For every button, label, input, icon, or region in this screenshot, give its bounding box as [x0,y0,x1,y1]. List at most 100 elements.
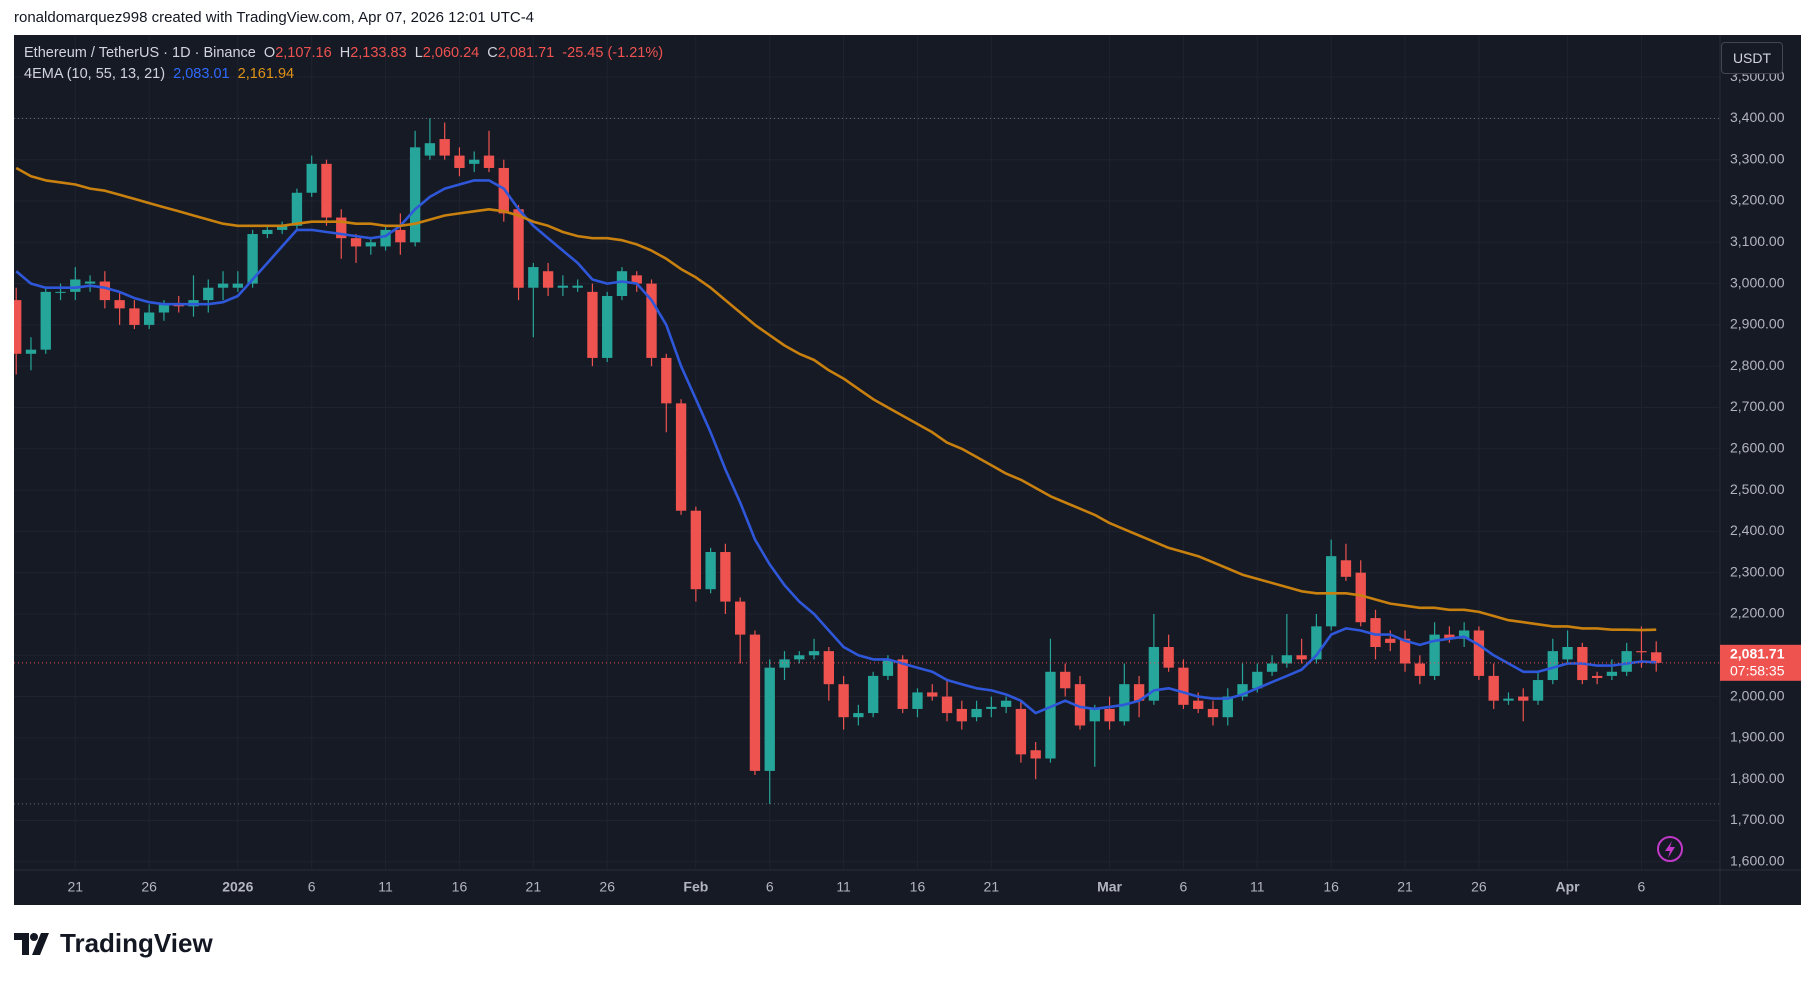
y-tick-label: 3,400.00 [1730,109,1785,125]
candle-body [424,143,436,156]
candle-body [853,713,864,718]
candle-body [1473,630,1485,676]
y-tick-label: 2,600.00 [1730,439,1785,455]
ema-fast-value: 2,083.01 [173,66,230,82]
candle-body [882,659,894,676]
x-tick-label: 26 [599,879,615,895]
candle-body [1532,680,1544,701]
candle-body [912,692,923,709]
candle-body [1104,708,1115,722]
open: 2,107.16 [275,45,332,61]
x-tick-label: 11 [836,879,851,895]
y-tick-label: 3,000.00 [1730,274,1785,290]
candle-body [469,159,480,164]
candle-body [1074,684,1086,726]
y-tick-label: 2,500.00 [1730,481,1785,497]
y-tick-label: 2,000.00 [1730,687,1785,703]
candle-body [838,684,849,718]
candle-body [129,308,140,325]
candle-body [735,601,746,635]
high: 2,133.83 [350,45,407,61]
legend: Ethereum / TetherUS · 1D · Binance O2,10… [24,43,663,85]
candle-body [646,283,657,358]
x-tick-label: 6 [766,879,774,895]
o-label: O [263,45,276,61]
candle-body [1370,618,1381,648]
candle-body [158,304,170,313]
y-tick-label: 1,800.00 [1730,770,1785,786]
h-label: H [339,45,351,61]
x-tick-label: 26 [141,879,157,895]
candle-body [99,281,111,301]
logo-text: TradingView [60,928,213,958]
candle-body [350,238,362,247]
chart: 1,600.00 1,700.00 1,800.00 1,900.00 2,000.00… [14,35,1801,905]
candle-body [749,634,761,771]
alert-icon [1657,836,1683,862]
candle-body [1651,652,1662,663]
candle-body [380,229,391,247]
candle-body [1060,671,1071,689]
c-label: C [487,45,498,61]
close: 2,081.71 [497,45,555,61]
symbol: Ethereum / TetherUS · 1D · Binance [24,45,256,61]
x-tick-label: 21 [68,879,84,895]
currency-button[interactable]: USDT [1721,42,1783,74]
change: -25.45 (-1.21%) [562,45,664,61]
x-tick-label: Mar [1097,879,1122,895]
candle-body [867,675,879,714]
candle-body [513,209,524,288]
y-tick-label: 1,700.00 [1730,811,1785,827]
candle-body [528,267,539,288]
x-tick-label: 6 [1638,879,1646,895]
candle-body [705,552,716,590]
x-tick-label: 11 [378,879,393,895]
countdown: 07:58:35 [1730,663,1785,679]
candle-body [55,291,66,293]
candle-body [602,295,613,358]
candle-body [572,285,583,288]
candle-body [1340,560,1352,577]
candle-body [1444,634,1455,639]
candle-body [1458,630,1470,639]
candle-body [1547,651,1558,681]
y-tick-label: 2,700.00 [1730,398,1785,414]
x-tick-label: 26 [1471,879,1487,895]
ema-line [15,166,1657,632]
y-tick-label: 2,400.00 [1730,522,1785,538]
candle-body [70,279,81,292]
x-tick-label: 21 [1397,879,1413,895]
chart-frame: 1,600.00 1,700.00 1,800.00 1,900.00 2,000.00… [14,35,1801,905]
ema-line [15,179,1657,715]
x-tick-label: Feb [683,879,708,895]
candle-body [1266,663,1278,672]
candle-body [1133,684,1145,701]
candle-body [1000,700,1012,707]
x-tick-label: 16 [452,879,468,895]
candle-body [276,225,288,230]
candle-body [1606,671,1618,676]
alert-bolt [1665,841,1675,858]
last-price-label: 2,081.71 [1730,646,1785,662]
candle-body [1636,651,1647,653]
candle-body [203,287,214,301]
x-tick-label: 2026 [222,879,253,895]
candle-body [1399,638,1411,664]
candle-body [25,349,37,354]
y-tick-label: 3,200.00 [1730,192,1785,208]
candle-body [956,708,967,722]
x-tick-label: 16 [1323,879,1339,895]
x-tick-label: 6 [1180,879,1188,895]
candle-body [1518,696,1529,701]
candle-body [1503,698,1514,701]
indicator: 4EMA (10, 55, 13, 21) [24,66,166,82]
candle-body [1326,556,1337,627]
candle-body [336,217,347,239]
ema-slow-value: 2,161.94 [237,66,295,82]
candle-body [1429,634,1440,676]
candle-body [794,655,805,660]
logo-icon [14,932,49,955]
candle-body [1296,655,1307,660]
logo: TradingView [14,928,213,959]
candle-body [1015,708,1027,755]
